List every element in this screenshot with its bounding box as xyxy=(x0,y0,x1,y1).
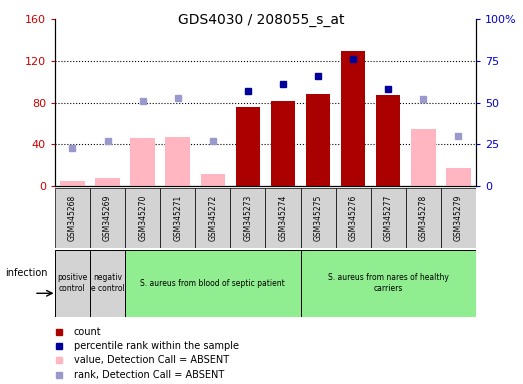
Text: GSM345270: GSM345270 xyxy=(138,195,147,241)
Bar xyxy=(271,101,295,186)
Bar xyxy=(446,169,471,186)
Bar xyxy=(301,188,336,248)
Text: GSM345273: GSM345273 xyxy=(243,195,253,241)
Bar xyxy=(336,188,371,248)
Bar xyxy=(235,107,260,186)
Text: GSM345277: GSM345277 xyxy=(384,195,393,241)
Bar xyxy=(90,250,125,317)
Bar xyxy=(200,174,225,186)
Bar xyxy=(90,188,125,248)
Bar xyxy=(406,188,441,248)
Text: GSM345276: GSM345276 xyxy=(349,195,358,241)
Text: count: count xyxy=(74,327,101,337)
Bar xyxy=(306,94,331,186)
Text: GSM345279: GSM345279 xyxy=(454,195,463,241)
Bar xyxy=(301,250,476,317)
Bar xyxy=(160,188,195,248)
Text: S. aureus from nares of healthy
carriers: S. aureus from nares of healthy carriers xyxy=(328,273,449,293)
Bar xyxy=(230,188,265,248)
Text: S. aureus from blood of septic patient: S. aureus from blood of septic patient xyxy=(140,279,285,288)
Text: percentile rank within the sample: percentile rank within the sample xyxy=(74,341,239,351)
Bar xyxy=(55,188,90,248)
Bar xyxy=(376,95,401,186)
Text: GSM345271: GSM345271 xyxy=(173,195,182,241)
Bar xyxy=(130,138,155,186)
Text: negativ
e control: negativ e control xyxy=(90,273,124,293)
Text: rank, Detection Call = ABSENT: rank, Detection Call = ABSENT xyxy=(74,370,224,380)
Bar xyxy=(60,181,85,186)
Bar xyxy=(125,250,301,317)
Text: GSM345275: GSM345275 xyxy=(314,195,323,241)
Text: GSM345269: GSM345269 xyxy=(103,195,112,241)
Bar xyxy=(441,188,476,248)
Text: infection: infection xyxy=(5,268,48,278)
Bar xyxy=(165,137,190,186)
Bar xyxy=(265,188,301,248)
Bar xyxy=(411,129,436,186)
Bar xyxy=(371,188,406,248)
Bar xyxy=(341,51,366,186)
Text: value, Detection Call = ABSENT: value, Detection Call = ABSENT xyxy=(74,355,229,365)
Text: GSM345278: GSM345278 xyxy=(419,195,428,241)
Text: GDS4030 / 208055_s_at: GDS4030 / 208055_s_at xyxy=(178,13,345,27)
Text: positive
control: positive control xyxy=(58,273,87,293)
Bar xyxy=(125,188,160,248)
Text: GSM345274: GSM345274 xyxy=(278,195,288,241)
Bar xyxy=(95,178,120,186)
Text: GSM345268: GSM345268 xyxy=(68,195,77,241)
Text: GSM345272: GSM345272 xyxy=(208,195,217,241)
Bar xyxy=(195,188,230,248)
Bar xyxy=(55,250,90,317)
